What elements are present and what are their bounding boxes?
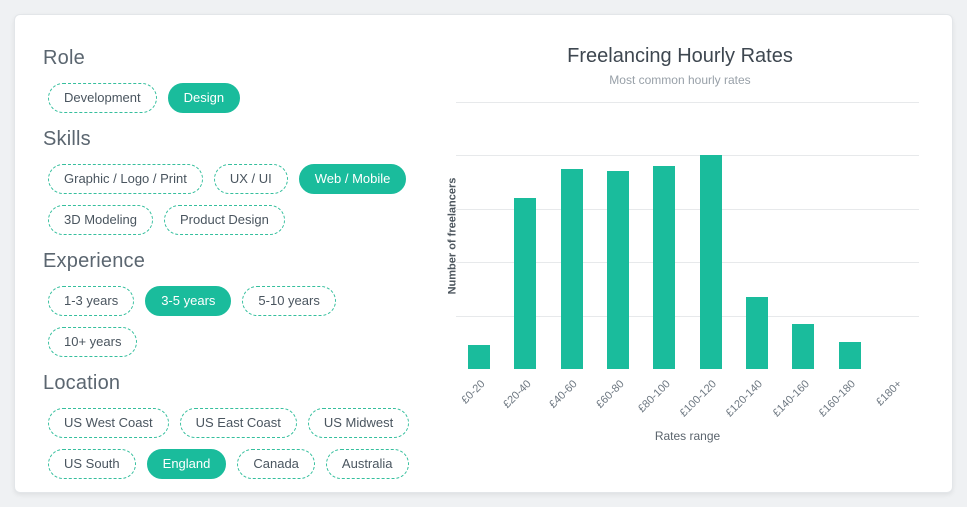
- x-tick: £100-120: [678, 369, 733, 427]
- x-tick: £60-80: [593, 369, 641, 427]
- bar-slot: [873, 102, 919, 369]
- pill-row: US West Coast US East Coast US Midwest: [43, 408, 441, 438]
- filter-heading-location: Location: [43, 372, 121, 394]
- filter-pill-3d-modeling[interactable]: 3D Modeling: [48, 205, 153, 235]
- pill-row: US South England Canada Australia: [43, 449, 441, 479]
- bar-slot: [456, 102, 502, 369]
- x-tick: £160-180: [817, 369, 872, 427]
- bar-slot: [641, 102, 687, 369]
- x-tick: £0-20: [456, 369, 502, 427]
- filter-pill-3-5-years[interactable]: 3-5 years: [145, 286, 232, 316]
- bar-140-160[interactable]: [792, 323, 815, 369]
- plot-area: [456, 102, 919, 369]
- x-tick: £180+: [873, 369, 919, 427]
- filter-pill-5-10-years[interactable]: 5-10 years: [242, 286, 336, 316]
- pill-row: Development Design: [43, 83, 441, 113]
- filter-pill-development[interactable]: Development: [48, 83, 157, 113]
- y-axis-gutter: Number of freelancers: [441, 102, 459, 369]
- bar-60-80[interactable]: [607, 171, 630, 369]
- bar-slot: [549, 102, 595, 369]
- x-tick-label: £180+: [873, 378, 905, 409]
- bar-slot: [687, 102, 733, 369]
- filter-heading-skills: Skills: [43, 128, 91, 150]
- chart-subtitle: Most common hourly rates: [609, 73, 751, 87]
- filter-pill-graphic-logo-print[interactable]: Graphic / Logo / Print: [48, 164, 203, 194]
- bar-120-140[interactable]: [745, 296, 768, 369]
- x-tick: £40-60: [547, 369, 595, 427]
- filters-panel: Role Development Design Skills Graphic / Log…: [15, 15, 441, 492]
- x-tick-label: £80-100: [635, 378, 673, 416]
- pill-row: Graphic / Logo / Print UX / UI Web / Mobil…: [43, 164, 441, 194]
- filter-pill-canada[interactable]: Canada: [237, 449, 315, 479]
- filter-section-role: Role Development Design: [43, 47, 441, 113]
- filter-pill-web-mobile[interactable]: Web / Mobile: [298, 164, 407, 194]
- filter-pill-ux-ui[interactable]: UX / UI: [213, 164, 288, 194]
- x-axis-ticks: £0-20 £20-40 £40-60 £60-80 £80-100 £100-120 £1…: [456, 369, 919, 427]
- bar-slot: [734, 102, 780, 369]
- bar-0-20[interactable]: [468, 344, 491, 369]
- filter-pill-us-south[interactable]: US South: [48, 449, 136, 479]
- plot-row: Number of freelancers: [441, 102, 919, 369]
- x-tick-label: £20-40: [501, 378, 534, 411]
- bar-40-60[interactable]: [560, 168, 583, 369]
- bar-slot: [595, 102, 641, 369]
- bars-layer: [456, 102, 919, 369]
- bar-slot: [780, 102, 826, 369]
- filter-pill-10-years[interactable]: 10+ years: [48, 327, 138, 357]
- pill-row: 1-3 years 3-5 years 5-10 years: [43, 286, 441, 316]
- filter-pill-england[interactable]: England: [146, 449, 227, 479]
- filter-heading-role: Role: [43, 47, 85, 69]
- gridline: [456, 315, 919, 317]
- pill-row: 3D Modeling Product Design: [43, 205, 441, 235]
- chart-panel: Freelancing Hourly Rates Most common hou…: [441, 15, 952, 492]
- filter-heading-experience: Experience: [43, 250, 146, 272]
- chart-title: Freelancing Hourly Rates: [567, 45, 793, 67]
- bar-slot: [826, 102, 872, 369]
- gridline: [456, 155, 919, 157]
- filter-pill-us-west-coast[interactable]: US West Coast: [48, 408, 169, 438]
- x-tick: £20-40: [501, 369, 548, 427]
- x-tick: £140-160: [770, 369, 826, 427]
- gridline: [456, 102, 919, 103]
- x-tick-label: £40-60: [547, 378, 581, 411]
- bar-100-120[interactable]: [699, 155, 722, 369]
- x-tick: £120-140: [724, 369, 780, 427]
- pill-row: 10+ years: [43, 327, 441, 357]
- bar-80-100[interactable]: [653, 166, 676, 369]
- bar-slot: [502, 102, 548, 369]
- filter-pill-1-3-years[interactable]: 1-3 years: [48, 286, 135, 316]
- freelance-rates-card: Role Development Design Skills Graphic / Log…: [14, 14, 953, 493]
- bar-20-40[interactable]: [514, 198, 537, 369]
- x-tick-label: £60-80: [593, 378, 627, 411]
- filter-pill-australia[interactable]: Australia: [325, 449, 409, 479]
- x-tick-label: £0-20: [459, 378, 488, 407]
- x-axis-label: Rates range: [654, 429, 721, 443]
- filter-pill-us-midwest[interactable]: US Midwest: [307, 408, 410, 438]
- filter-pill-design[interactable]: Design: [167, 83, 241, 113]
- filter-section-experience: Experience 1-3 years 3-5 years 5-10 years 10…: [43, 250, 441, 357]
- gridline: [456, 262, 919, 264]
- filter-section-skills: Skills Graphic / Logo / Print UX / UI Web /…: [43, 128, 441, 235]
- filter-pill-product-design[interactable]: Product Design: [164, 205, 285, 235]
- filter-sections: Role Development Design Skills Graphic / Log…: [43, 47, 441, 479]
- x-tick: £80-100: [636, 369, 687, 427]
- filter-section-location: Location US West Coast US East Coast US Mid…: [43, 372, 441, 479]
- gridline: [456, 208, 919, 210]
- filter-pill-us-east-coast[interactable]: US East Coast: [179, 408, 297, 438]
- bar-160-180[interactable]: [838, 342, 861, 369]
